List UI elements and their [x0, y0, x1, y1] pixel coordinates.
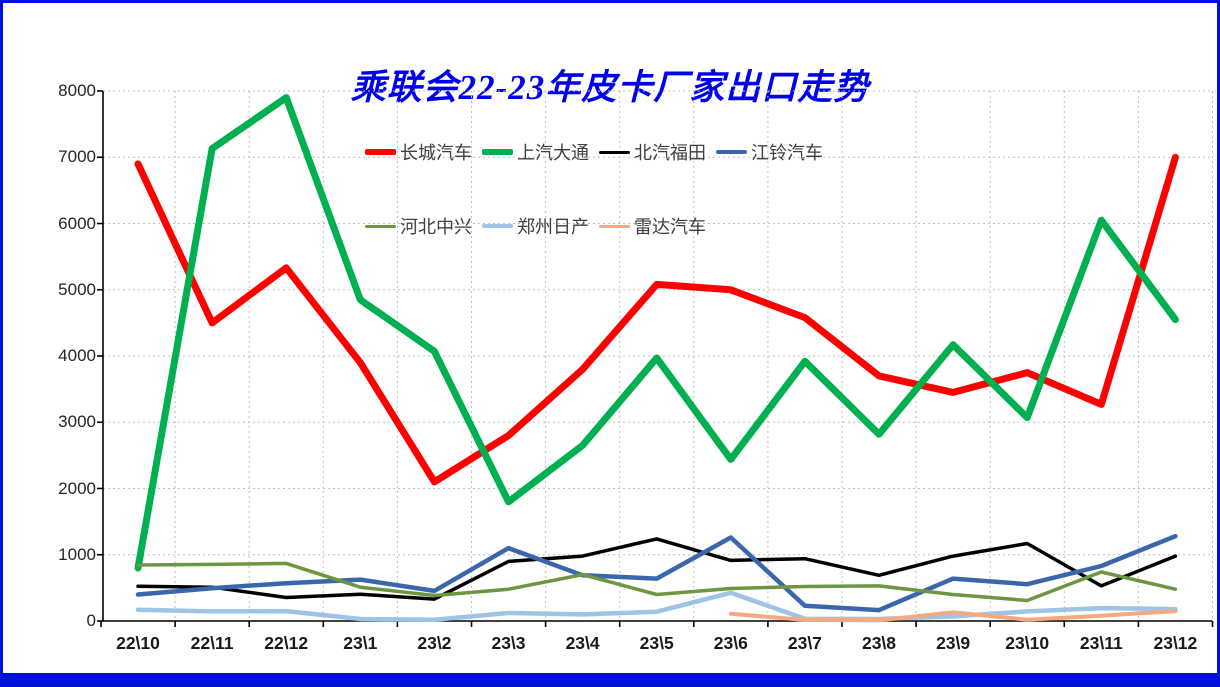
legend-item-2: 北汽福田 — [599, 139, 716, 165]
series-line-1 — [134, 94, 1179, 572]
legend-item-6: 雷达汽车 — [599, 213, 716, 239]
x-tick-label: 23\9 — [936, 633, 971, 653]
y-tick-label: 6000 — [58, 213, 96, 233]
legend-label: 北汽福田 — [634, 143, 706, 163]
legend-item-5: 郑州日产 — [482, 213, 599, 239]
series-line-5 — [135, 590, 1178, 622]
legend-item-3: 江铃汽车 — [716, 139, 833, 165]
series-line-3 — [135, 533, 1178, 613]
y-tick-label: 0 — [86, 611, 96, 630]
x-tick-label: 23\12 — [1153, 633, 1198, 653]
legend-row-1: 长城汽车 上汽大通 北汽福田 江铃汽车 — [365, 139, 833, 165]
x-tick-label: 23\8 — [861, 633, 897, 653]
x-tick-label: 23\3 — [491, 633, 526, 653]
x-tick-label: 22\11 — [190, 633, 234, 653]
y-tick-label: 4000 — [58, 346, 96, 365]
legend-label: 河北中兴 — [400, 217, 472, 237]
legend-label: 江铃汽车 — [751, 143, 823, 163]
series-line-4 — [136, 561, 1178, 603]
x-tick-label: 22\10 — [116, 633, 160, 653]
y-tick-label: 1000 — [58, 544, 96, 564]
x-tick-label: 23\11 — [1079, 633, 1123, 653]
y-tick-label: 8000 — [58, 81, 96, 100]
y-tick-label: 2000 — [58, 478, 96, 498]
y-tick-label: 3000 — [58, 412, 96, 432]
legend-swatch-icon — [482, 224, 513, 228]
legend-label: 上汽大通 — [517, 143, 589, 163]
legend-item-0: 长城汽车 — [365, 139, 482, 165]
chart-title: 乘联会22-23年皮卡厂家出口走势 — [350, 68, 870, 107]
legend-label: 长城汽车 — [400, 143, 472, 163]
x-tick-label: 23\2 — [417, 633, 452, 653]
x-tick-label: 23\1 — [343, 633, 378, 653]
legend-swatch-icon — [599, 224, 630, 228]
plot-area — [97, 90, 1214, 627]
legend-swatch-icon — [365, 149, 396, 155]
x-tick-label: 23\10 — [1005, 633, 1050, 653]
legend-item-1: 上汽大通 — [482, 139, 599, 165]
x-tick-label: 22\12 — [264, 633, 309, 653]
series-line-0 — [134, 153, 1179, 486]
x-tick-label: 23\4 — [565, 633, 600, 653]
x-tick-label: 23\6 — [713, 633, 748, 653]
legend-swatch-icon — [365, 224, 396, 228]
series-line-6 — [728, 609, 1178, 623]
legend-item-4: 河北中兴 — [365, 213, 482, 239]
x-tick-label: 23\5 — [639, 633, 674, 653]
legend-swatch-icon — [599, 150, 630, 154]
legend-swatch-icon — [716, 150, 747, 154]
bottom-border-bar — [3, 673, 1217, 684]
series-line-2 — [136, 537, 1178, 601]
x-tick-label: 23\7 — [787, 633, 822, 653]
legend-label: 雷达汽车 — [634, 217, 706, 237]
y-tick-label: 5000 — [58, 279, 96, 299]
y-tick-label: 7000 — [58, 147, 96, 167]
legend-swatch-icon — [482, 149, 513, 155]
legend-row-2: 河北中兴 郑州日产 雷达汽车 — [365, 213, 716, 239]
legend-label: 郑州日产 — [517, 217, 589, 237]
